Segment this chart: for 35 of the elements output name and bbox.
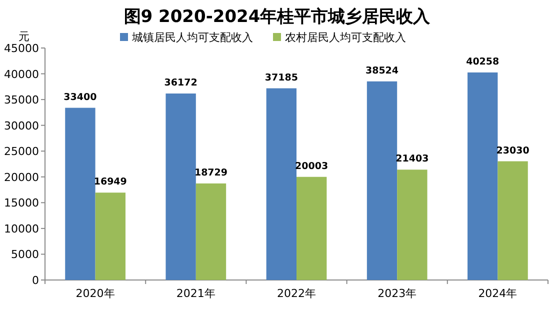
- bar: [468, 72, 498, 280]
- y-tick-label: 0: [32, 274, 39, 287]
- y-tick-label: 35000: [4, 94, 39, 107]
- data-label: 38524: [365, 65, 399, 76]
- x-tick-label: 2023年: [378, 287, 417, 300]
- bar: [266, 88, 296, 280]
- bar: [397, 170, 428, 280]
- legend-label: 城镇居民人均可支配收入: [131, 31, 253, 44]
- y-tick-label: 30000: [4, 119, 39, 132]
- data-label: 36172: [164, 78, 198, 89]
- x-tick-label: 2022年: [277, 287, 316, 300]
- data-label: 40258: [466, 56, 500, 68]
- x-tick-label: 2020年: [76, 287, 115, 300]
- bar: [166, 94, 196, 280]
- y-tick-label: 40000: [4, 68, 39, 81]
- y-tick-label: 20000: [4, 170, 39, 184]
- data-label: 37185: [264, 72, 298, 84]
- data-label: 33400: [64, 92, 98, 103]
- x-tick-label: 2021年: [176, 287, 216, 300]
- y-tick-label: 45000: [4, 42, 39, 55]
- bar: [366, 81, 398, 280]
- legend-label: 农村居民人均可支配收入: [285, 31, 406, 44]
- y-tick-label: 5000: [11, 248, 39, 262]
- bar: [65, 108, 96, 280]
- x-tick-label: 2024年: [478, 287, 518, 300]
- y-tick-label: 25000: [4, 145, 39, 158]
- bar: [296, 176, 327, 280]
- chart-title: 图9 2020-2024年桂平市城乡居民收入: [124, 7, 432, 27]
- bar: [196, 183, 226, 280]
- bar: [95, 192, 126, 280]
- y-axis-title: 元: [18, 30, 30, 43]
- bar: [498, 161, 528, 280]
- y-tick-label: 10000: [4, 222, 39, 236]
- y-tick-label: 15000: [4, 196, 39, 210]
- data-label: 16949: [94, 176, 127, 188]
